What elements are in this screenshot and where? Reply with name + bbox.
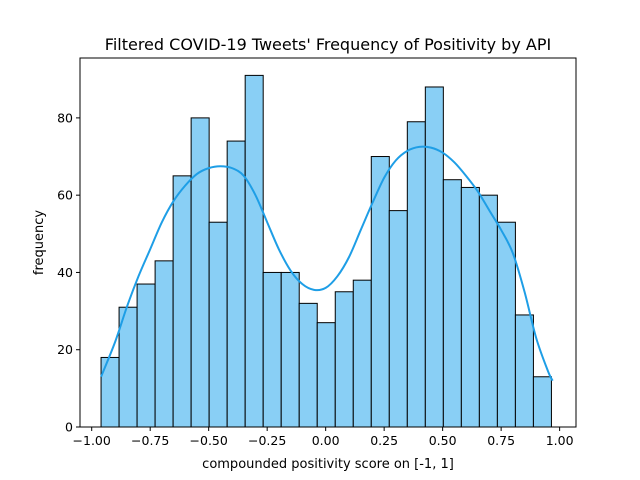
x-tick-label: 1.00 bbox=[546, 433, 574, 448]
y-axis-ticks: 0 20 40 60 80 bbox=[57, 110, 80, 435]
y-axis-label: frequency bbox=[32, 210, 47, 276]
histogram-bar bbox=[514, 314, 534, 428]
histogram-bar bbox=[460, 186, 480, 428]
histogram-bar bbox=[154, 260, 174, 428]
histogram-bar bbox=[442, 179, 462, 428]
y-tick-label: 80 bbox=[57, 110, 73, 125]
x-axis-ticks: −1.00 −0.75 −0.50 −0.25 0.00 0.25 0.50 0.75 1.00 bbox=[73, 427, 574, 448]
y-tick-label: 20 bbox=[57, 342, 73, 357]
y-tick-label: 0 bbox=[65, 420, 73, 435]
x-tick-label: 0.00 bbox=[312, 433, 340, 448]
x-tick-label: 0.75 bbox=[487, 433, 515, 448]
kde-curve bbox=[100, 145, 554, 382]
histogram-bar bbox=[244, 74, 264, 428]
x-tick-label: 0.25 bbox=[370, 433, 398, 448]
y-tick-label: 40 bbox=[57, 265, 73, 280]
histogram-bar bbox=[334, 291, 354, 428]
histogram-bar bbox=[316, 322, 336, 428]
histogram-bar bbox=[478, 194, 498, 428]
histogram-bar bbox=[172, 175, 192, 428]
histogram-bar bbox=[298, 302, 318, 428]
histogram-bar bbox=[190, 117, 210, 428]
chart-title: Filtered COVID-19 Tweets' Frequency of P… bbox=[105, 35, 551, 54]
histogram-bar bbox=[532, 376, 552, 428]
x-axis-label: compounded positivity score on [-1, 1] bbox=[202, 457, 454, 472]
x-tick-label: −0.50 bbox=[190, 433, 228, 448]
histogram-bar bbox=[226, 140, 246, 428]
x-tick-label: −1.00 bbox=[73, 433, 111, 448]
y-tick-label: 60 bbox=[57, 188, 73, 203]
histogram-bars bbox=[100, 74, 552, 428]
x-tick-label: −0.25 bbox=[248, 433, 286, 448]
histogram-bar bbox=[424, 86, 444, 428]
histogram-bar bbox=[388, 210, 408, 428]
histogram-bar bbox=[208, 221, 228, 428]
histogram-bar bbox=[352, 279, 372, 428]
histogram-bar bbox=[406, 121, 426, 428]
plot-frame bbox=[79, 57, 577, 428]
histogram-bar bbox=[262, 271, 282, 428]
x-tick-label: −0.75 bbox=[131, 433, 169, 448]
x-tick-label: 0.50 bbox=[429, 433, 457, 448]
histogram-bar bbox=[136, 283, 156, 428]
histogram-bar bbox=[280, 271, 300, 428]
